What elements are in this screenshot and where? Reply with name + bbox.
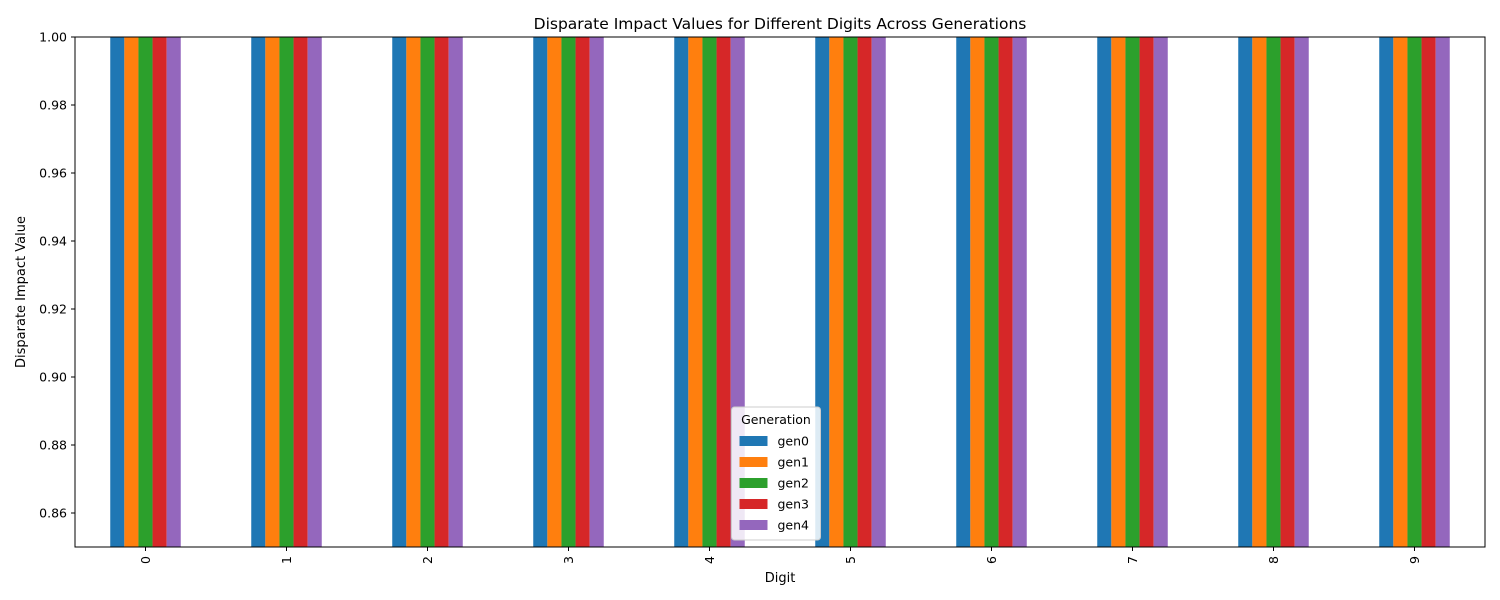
y-tick-label: 0.90 bbox=[39, 370, 67, 385]
x-tick-label-digit-8: 8 bbox=[1266, 556, 1281, 564]
legend-swatch-gen3 bbox=[739, 499, 768, 509]
bar-gen2-digit-6 bbox=[984, 37, 999, 547]
legend-items: gen0 gen1 gen2 gen3 gen4 bbox=[739, 434, 810, 533]
bar-gen4-digit-7 bbox=[1153, 37, 1168, 547]
bar-gen4-digit-0 bbox=[166, 37, 181, 547]
legend-title: Generation bbox=[741, 412, 811, 427]
bar-gen2-digit-9 bbox=[1407, 37, 1422, 547]
legend-label-gen0: gen0 bbox=[778, 434, 810, 449]
y-tick-label: 0.88 bbox=[39, 438, 67, 453]
bar-gen4-digit-6 bbox=[1012, 37, 1027, 547]
bar-gen1-digit-7 bbox=[1111, 37, 1126, 547]
bar-gen3-digit-5 bbox=[857, 37, 872, 547]
legend-swatch-gen1 bbox=[739, 457, 768, 467]
y-tick-label: 0.98 bbox=[39, 98, 67, 113]
x-tick-label-digit-4: 4 bbox=[702, 556, 717, 564]
bar-gen3-digit-2 bbox=[434, 37, 449, 547]
x-tick-label-digit-1: 1 bbox=[279, 556, 294, 564]
bar-gen4-digit-3 bbox=[589, 37, 604, 547]
bar-gen3-digit-3 bbox=[575, 37, 590, 547]
bar-gen1-digit-1 bbox=[265, 37, 280, 547]
bar-gen2-digit-0 bbox=[138, 37, 153, 547]
bar-gen3-digit-1 bbox=[293, 37, 308, 547]
bar-gen3-digit-8 bbox=[1280, 37, 1295, 547]
bar-gen4-digit-2 bbox=[448, 37, 463, 547]
x-tick-label-digit-2: 2 bbox=[420, 556, 435, 564]
bar-gen4-digit-9 bbox=[1435, 37, 1450, 547]
x-tick-label-digit-6: 6 bbox=[984, 556, 999, 564]
bar-gen1-digit-8 bbox=[1252, 37, 1267, 547]
y-tick-label: 0.94 bbox=[39, 234, 67, 249]
legend-label-gen2: gen2 bbox=[778, 476, 810, 491]
bar-gen4-digit-8 bbox=[1294, 37, 1309, 547]
bar-gen2-digit-5 bbox=[843, 37, 858, 547]
bar-gen1-digit-3 bbox=[547, 37, 562, 547]
bar-gen1-digit-0 bbox=[124, 37, 139, 547]
bar-gen0-digit-3 bbox=[533, 37, 548, 547]
bar-gen3-digit-0 bbox=[152, 37, 167, 547]
y-tick-label: 0.96 bbox=[39, 166, 67, 181]
bars-group bbox=[110, 37, 1450, 547]
chart-title: Disparate Impact Values for Different Di… bbox=[534, 15, 1027, 33]
y-axis: 0.86 0.88 0.90 0.92 0.94 0.96 0.98 1.00 bbox=[39, 30, 75, 521]
x-tick-label-digit-7: 7 bbox=[1125, 556, 1140, 564]
y-tick-label: 0.92 bbox=[39, 302, 67, 317]
plot-frame bbox=[74, 36, 1486, 548]
bar-gen3-digit-9 bbox=[1421, 37, 1436, 547]
bar-gen2-digit-2 bbox=[420, 37, 435, 547]
legend-label-gen3: gen3 bbox=[778, 497, 810, 512]
bar-gen0-digit-8 bbox=[1238, 37, 1253, 547]
bar-gen2-digit-1 bbox=[279, 37, 294, 547]
bar-gen1-digit-5 bbox=[829, 37, 844, 547]
x-tick-label-digit-0: 0 bbox=[138, 556, 153, 564]
bar-gen0-digit-9 bbox=[1379, 37, 1394, 547]
bar-gen1-digit-9 bbox=[1393, 37, 1408, 547]
bar-gen0-digit-6 bbox=[956, 37, 971, 547]
bar-gen1-digit-6 bbox=[970, 37, 985, 547]
bar-gen2-digit-8 bbox=[1266, 37, 1281, 547]
y-tick-label: 1.00 bbox=[39, 30, 67, 45]
y-tick-label: 0.86 bbox=[39, 506, 67, 521]
bar-gen2-digit-7 bbox=[1125, 37, 1140, 547]
x-axis: 0 1 2 3 4 5 6 7 8 9 bbox=[138, 547, 1422, 564]
x-tick-label-digit-9: 9 bbox=[1407, 556, 1422, 564]
bar-gen2-digit-3 bbox=[561, 37, 576, 547]
bar-gen2-digit-4 bbox=[702, 37, 717, 547]
x-tick-label-digit-3: 3 bbox=[561, 556, 576, 564]
y-axis-title: Disparate Impact Value bbox=[14, 216, 29, 368]
legend-label-gen4: gen4 bbox=[778, 518, 810, 533]
legend: Generation gen0 gen1 gen2 gen3 gen4 bbox=[731, 406, 821, 541]
bar-gen1-digit-2 bbox=[406, 37, 421, 547]
bar-gen0-digit-1 bbox=[251, 37, 266, 547]
bar-gen4-digit-1 bbox=[307, 37, 322, 547]
bar-gen3-digit-7 bbox=[1139, 37, 1154, 547]
x-tick-label-digit-5: 5 bbox=[843, 556, 858, 564]
bar-gen1-digit-4 bbox=[688, 37, 703, 547]
legend-swatch-gen0 bbox=[739, 436, 768, 446]
bar-gen0-digit-2 bbox=[392, 37, 407, 547]
legend-swatch-gen2 bbox=[739, 478, 768, 488]
legend-swatch-gen4 bbox=[739, 520, 768, 530]
bar-gen3-digit-4 bbox=[716, 37, 731, 547]
x-axis-title: Digit bbox=[765, 571, 796, 586]
legend-label-gen1: gen1 bbox=[778, 455, 810, 470]
bar-gen0-digit-0 bbox=[110, 37, 125, 547]
bar-gen0-digit-7 bbox=[1097, 37, 1112, 547]
bar-gen3-digit-6 bbox=[998, 37, 1013, 547]
bar-gen0-digit-4 bbox=[674, 37, 689, 547]
bar-gen4-digit-5 bbox=[871, 37, 886, 547]
